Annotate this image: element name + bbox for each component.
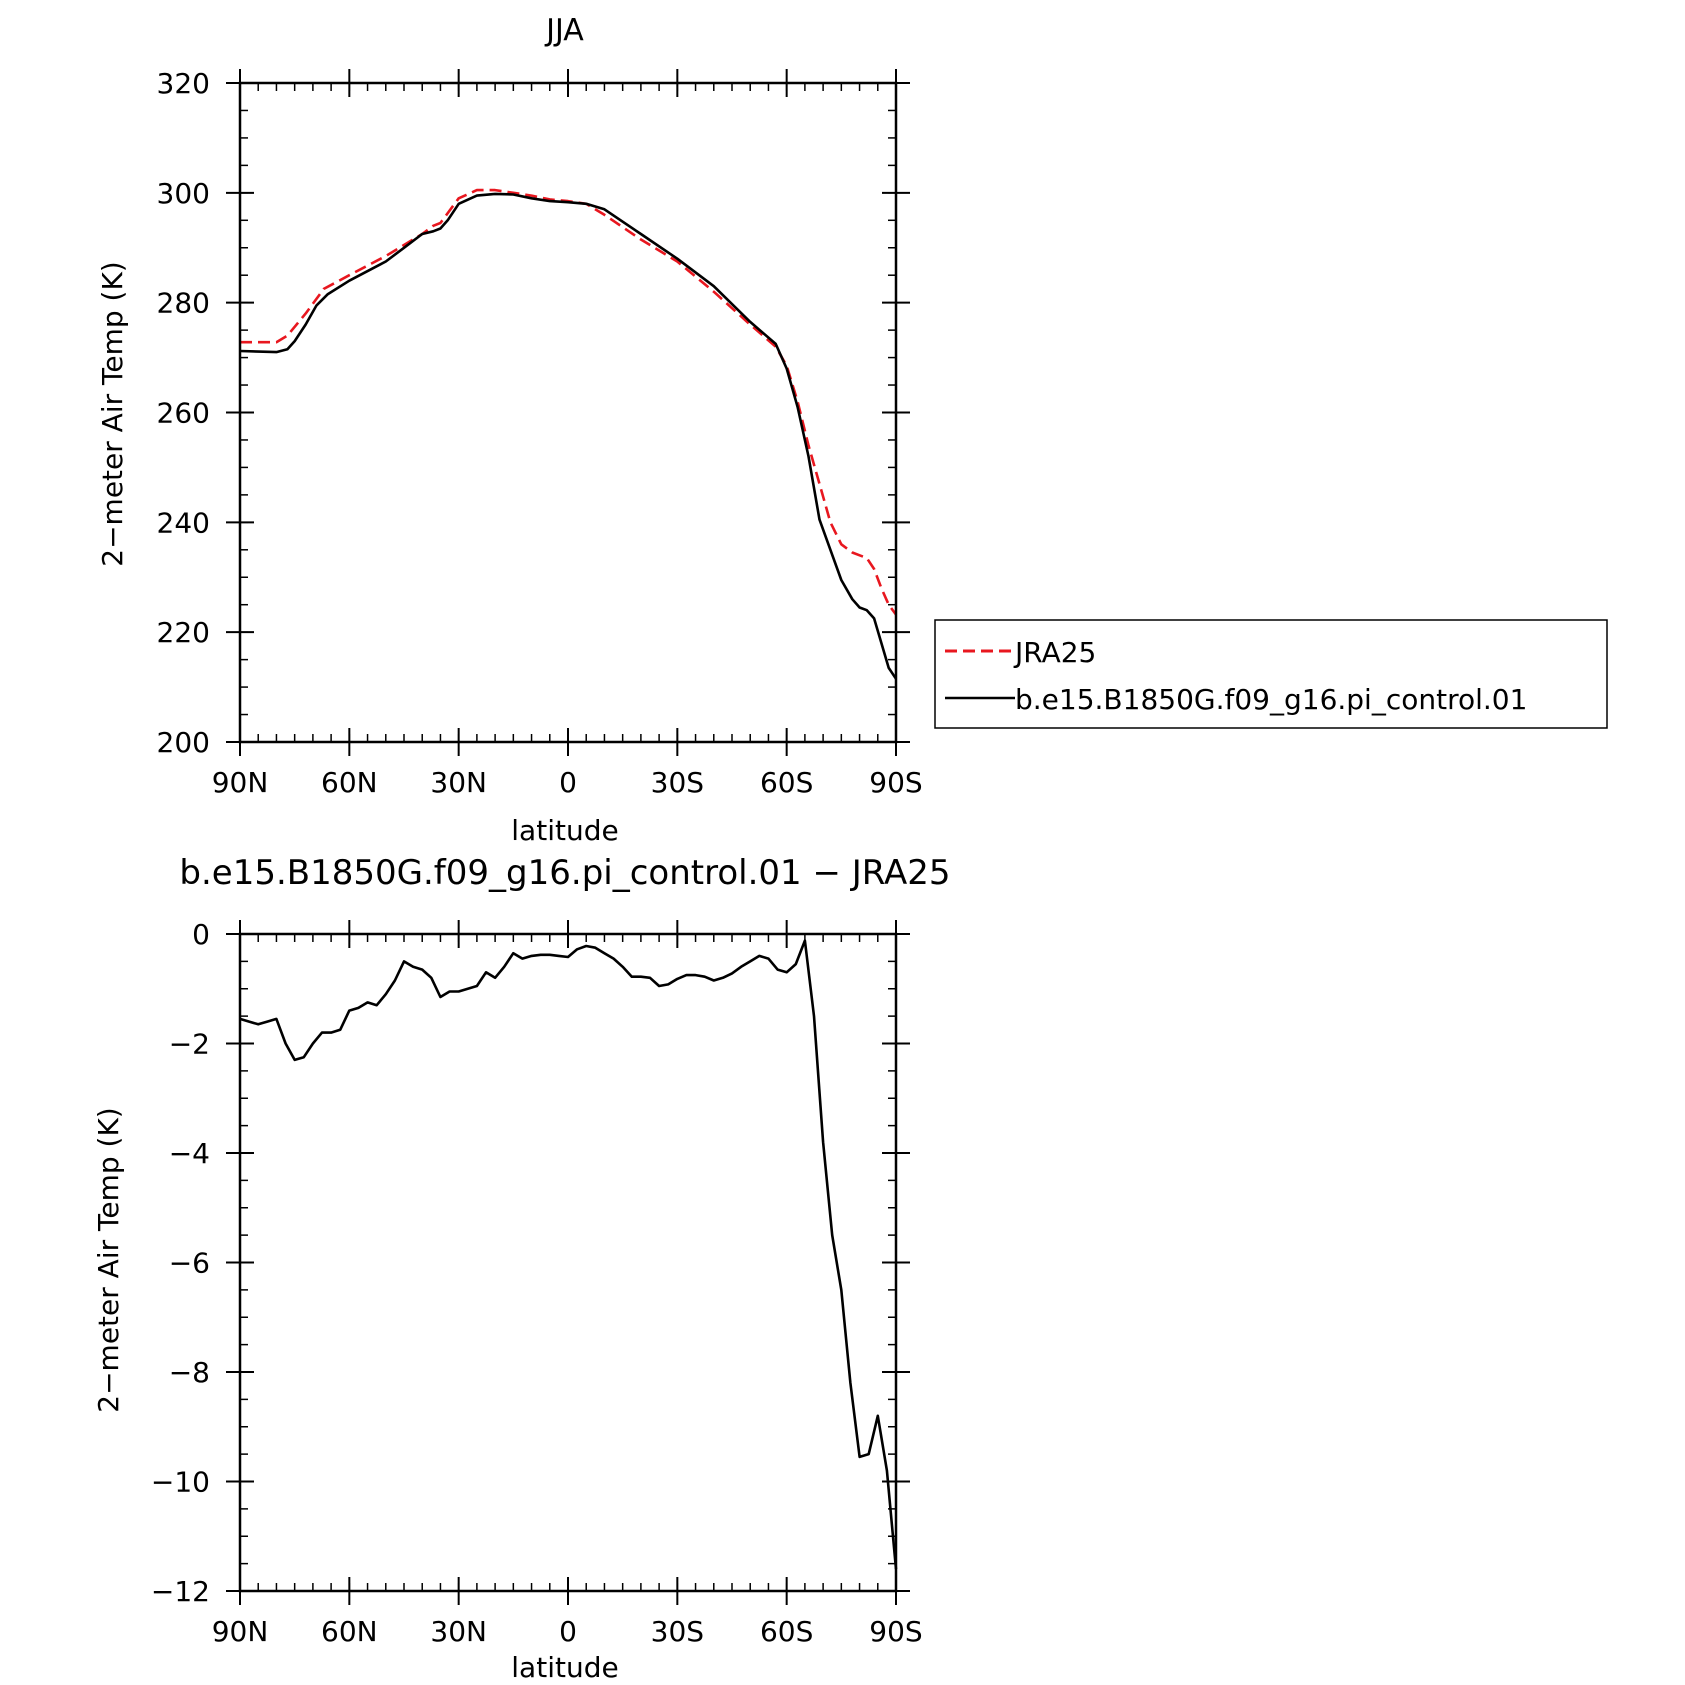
x-tick-label: 30N bbox=[430, 766, 487, 799]
x-tick-label: 90N bbox=[212, 1615, 269, 1648]
chart-title: JJA bbox=[544, 13, 584, 48]
y-tick-label: 220 bbox=[157, 616, 210, 649]
legend-label-model: b.e15.B1850G.f09_g16.pi_control.01 bbox=[1015, 683, 1527, 716]
y-tick-label: 260 bbox=[157, 397, 210, 430]
x-axis-label: latitude bbox=[511, 814, 618, 847]
chart-title: b.e15.B1850G.f09_g16.pi_control.01 − JRA… bbox=[179, 853, 950, 893]
x-tick-label: 60S bbox=[760, 766, 813, 799]
series-line-b-e15-b1850g-f09-g16-pi-control-01 bbox=[239, 192, 898, 680]
y-tick-label: 0 bbox=[192, 918, 210, 951]
y-tick-label: 240 bbox=[157, 506, 210, 539]
x-tick-label: 30S bbox=[651, 1615, 704, 1648]
temperature-panel: JJA 90N 60N 30N 0 30S 60S 90S 200 220 240 260 280 30… bbox=[96, 13, 923, 847]
y-tick-label: −4 bbox=[169, 1137, 210, 1170]
series-line-jra25 bbox=[240, 188, 898, 616]
y-tick-label: 300 bbox=[157, 177, 210, 210]
legend: JRA25 b.e15.B1850G.f09_g16.pi_control.01 bbox=[934, 619, 1608, 729]
y-axis-label: 2−meter Air Temp (K) bbox=[96, 261, 129, 566]
x-tick-label: 90S bbox=[869, 766, 922, 799]
y-tick-label: 200 bbox=[157, 726, 210, 759]
x-tick-label: 60S bbox=[760, 1615, 813, 1648]
series-line-difference bbox=[239, 939, 898, 1570]
x-tick-label: 0 bbox=[559, 1615, 577, 1648]
x-tick-label: 60N bbox=[321, 766, 378, 799]
legend-box bbox=[934, 619, 1608, 729]
y-tick-label: 280 bbox=[157, 287, 210, 320]
x-tick-label: 30S bbox=[651, 766, 704, 799]
y-tick-label: 320 bbox=[157, 67, 210, 100]
x-tick-label: 90N bbox=[212, 766, 269, 799]
x-axis-label: latitude bbox=[511, 1651, 618, 1684]
x-tick-label: 30N bbox=[430, 1615, 487, 1648]
plot-frame bbox=[238, 932, 898, 1593]
x-tick-label: 60N bbox=[321, 1615, 378, 1648]
legend-label-jra25: JRA25 bbox=[1013, 636, 1096, 669]
x-tick-label: 0 bbox=[559, 766, 577, 799]
y-tick-label: −10 bbox=[151, 1466, 210, 1499]
y-tick-label: −12 bbox=[151, 1575, 210, 1608]
x-tick-label: 90S bbox=[869, 1615, 922, 1648]
y-tick-label: −2 bbox=[169, 1028, 210, 1061]
difference-panel: b.e15.B1850G.f09_g16.pi_control.01 − JRA… bbox=[92, 853, 951, 1684]
y-tick-label: −8 bbox=[169, 1356, 210, 1389]
y-tick-label: −6 bbox=[169, 1247, 210, 1280]
y-axis-label: 2−meter Air Temp (K) bbox=[92, 1107, 125, 1412]
